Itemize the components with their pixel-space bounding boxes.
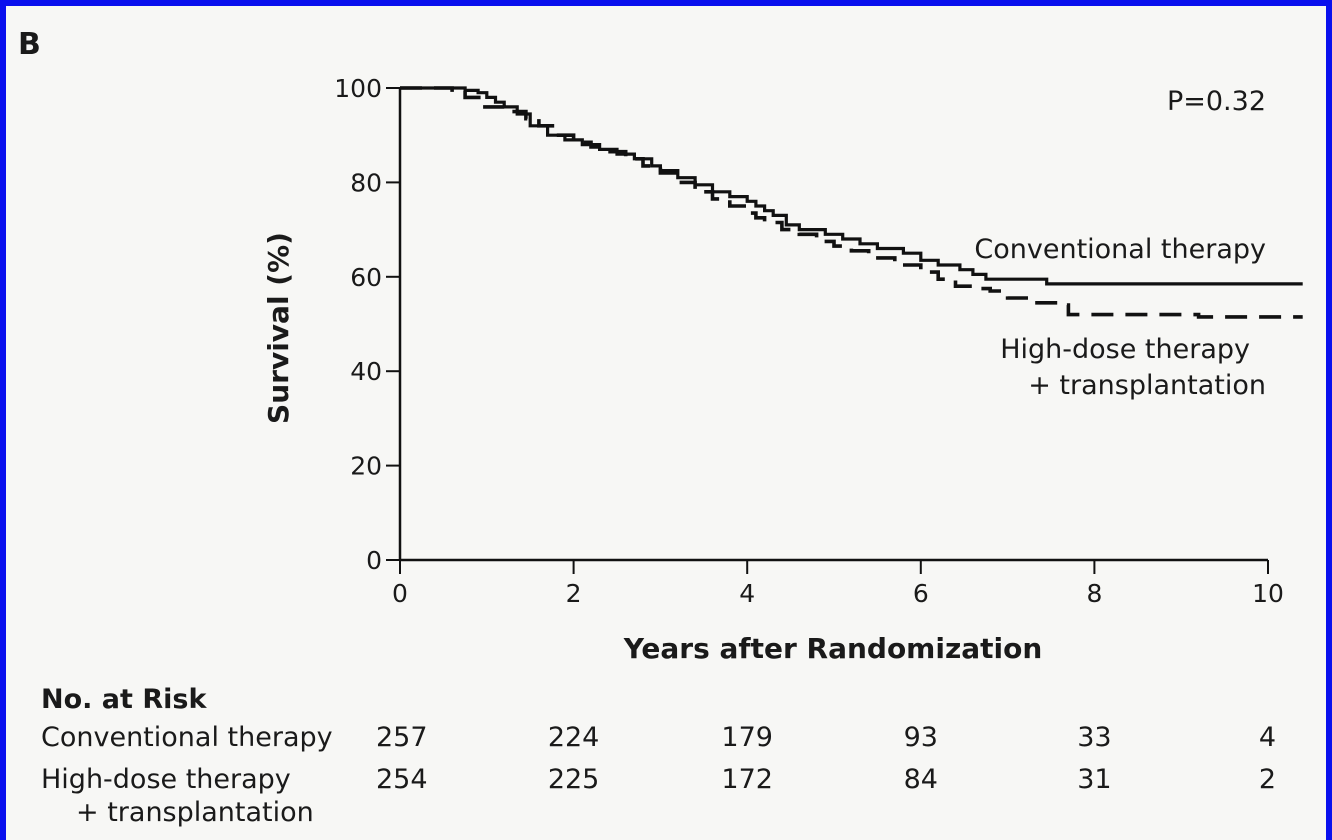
- figure-panel: B 0 20 40 60 80 100 0 2 4 6 8 10 Survival (%) Year…: [6, 6, 1326, 840]
- risk-table-title: No. at Risk: [41, 684, 207, 715]
- risk-count: 254: [376, 764, 428, 795]
- risk-table: No. at Risk Conventional therapy 257 224 17…: [41, 684, 1276, 828]
- risk-row-label: High-dose therapy: [41, 764, 291, 795]
- risk-row-label: Conventional therapy: [41, 722, 333, 753]
- axes: [398, 88, 1268, 562]
- x-axis-title: Years after Randomization: [623, 632, 1043, 665]
- risk-count: 93: [904, 722, 938, 753]
- series-label: High-dose therapy: [1000, 334, 1250, 365]
- y-tick-label: 60: [350, 263, 382, 292]
- y-tick-label: 40: [350, 357, 382, 386]
- y-tick-label: 80: [350, 168, 382, 197]
- y-ticks: 0 20 40 60 80 100: [334, 74, 400, 575]
- risk-count: 33: [1077, 722, 1111, 753]
- risk-row-label: + transplantation: [76, 797, 314, 828]
- x-tick-label: 0: [392, 579, 408, 608]
- series-labels: Conventional therapy High-dose therapy + t…: [974, 234, 1266, 401]
- x-ticks: 0 2 4 6 8 10: [392, 560, 1284, 608]
- risk-count: 225: [548, 764, 600, 795]
- y-tick-label: 20: [350, 452, 382, 481]
- risk-count: 224: [548, 722, 600, 753]
- x-tick-label: 10: [1252, 579, 1284, 608]
- y-axis-title: Survival (%): [262, 232, 295, 424]
- risk-count: 179: [721, 722, 773, 753]
- risk-count: 257: [376, 722, 428, 753]
- risk-count: 2: [1259, 764, 1276, 795]
- x-tick-label: 2: [566, 579, 582, 608]
- risk-count: 172: [721, 764, 773, 795]
- y-tick-label: 0: [366, 546, 382, 575]
- high-dose-survival-curve: [400, 86, 1303, 319]
- risk-count: 4: [1259, 722, 1276, 753]
- x-tick-label: 8: [1086, 579, 1102, 608]
- x-tick-label: 6: [913, 579, 929, 608]
- survival-chart: B 0 20 40 60 80 100 0 2 4 6 8 10 Survival (%) Year…: [18, 27, 1303, 828]
- risk-count: 84: [904, 764, 938, 795]
- p-value-annotation: P=0.32: [1167, 86, 1266, 117]
- risk-count: 31: [1077, 764, 1111, 795]
- x-tick-label: 4: [739, 579, 755, 608]
- y-tick-label: 100: [334, 74, 382, 103]
- panel-label: B: [18, 27, 41, 62]
- series-label: Conventional therapy: [974, 234, 1266, 265]
- survival-curves: [400, 86, 1303, 319]
- series-label: + transplantation: [1028, 370, 1266, 401]
